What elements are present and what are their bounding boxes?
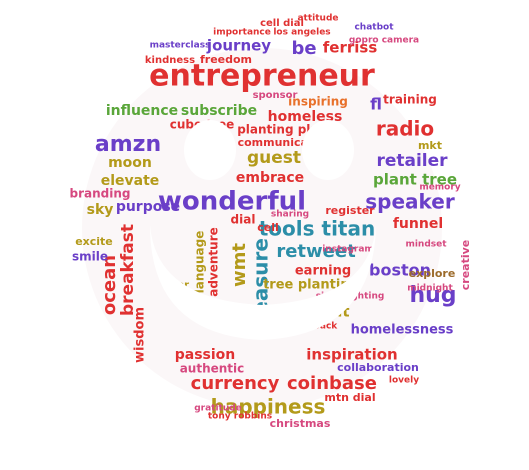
word-purpose: purpose — [116, 199, 180, 215]
word-authentic: authentic — [180, 362, 245, 376]
word-funnel: funnel — [393, 216, 443, 232]
word-creative: creative — [459, 240, 472, 291]
word-sponsor: sponsor — [253, 90, 298, 101]
word-speaker: speaker — [365, 190, 455, 214]
word-excite: excite — [75, 235, 113, 248]
word-happiness: happiness — [211, 395, 326, 419]
word-guest: guest — [247, 148, 301, 168]
word-mindset: mindset — [405, 240, 447, 250]
word-attitude: attitude — [297, 14, 338, 24]
word-cell-dial: cell dial — [260, 18, 304, 29]
word-coinbase: coinbase — [287, 373, 377, 394]
word-journey: journey — [206, 37, 271, 55]
word-sharing: sharing — [271, 210, 309, 220]
word-ferriss: ferriss — [323, 39, 378, 57]
word-embrace: embrace — [236, 170, 304, 186]
word-retailer: retailer — [376, 151, 448, 171]
word-inspiring: inspiring — [288, 95, 348, 109]
word-adventure: adventure — [207, 227, 221, 297]
word-freedom: freedom — [200, 53, 252, 66]
word-christmas: christmas — [270, 417, 331, 430]
filler-texture — [82, 48, 442, 408]
word-inspiration: inspiration — [306, 346, 397, 364]
word-tools-titan: tools titan — [259, 217, 375, 241]
smile-mouth — [150, 225, 376, 340]
word-dial: dial — [231, 213, 256, 227]
word-radio: radio — [376, 117, 434, 141]
word-moon: moon — [108, 155, 152, 171]
word-fl: fl — [370, 95, 382, 114]
word-sky: sky — [87, 202, 114, 218]
word-los-angeles: los angeles — [273, 28, 330, 38]
word-lovely: lovely — [389, 376, 419, 386]
word-be: be — [291, 38, 316, 59]
word-tony-robbins: tony robbins — [208, 412, 272, 422]
word-hug: hug — [409, 283, 456, 308]
word-ocean: ocean — [99, 255, 120, 315]
word-midnight: midnight — [407, 284, 453, 294]
word-wonderful: wonderful — [158, 187, 306, 217]
word-kindness: kindness — [145, 55, 195, 66]
word-breakfast: breakfast — [118, 224, 138, 316]
word-gratitude: gratitude — [194, 404, 242, 414]
left-eye — [184, 120, 236, 180]
word-retweet: retweet — [276, 241, 356, 262]
word-collaboration: collaboration — [337, 361, 419, 374]
word-branding: branding — [70, 187, 131, 201]
word-amzn: amzn — [95, 132, 161, 157]
word-mtn-dial: mtn dial — [324, 391, 375, 404]
word-training: training — [383, 93, 437, 107]
word-elevate: elevate — [101, 173, 160, 189]
word-instagram: instagram — [322, 245, 374, 255]
word-cell: cell — [257, 221, 279, 234]
word-wmt: wmt — [229, 243, 250, 287]
smiley-cutouts — [150, 120, 376, 340]
word-currency: currency — [191, 373, 280, 394]
word-chatbot: chatbot — [354, 23, 394, 33]
word-wisdom: wisdom — [133, 307, 148, 363]
word-earning: earning — [295, 264, 351, 279]
word-influence: influence — [106, 103, 178, 119]
right-eye — [302, 120, 354, 180]
word-passion: passion — [175, 347, 236, 363]
word-plant-tree: plant tree — [373, 171, 457, 189]
word-subscribe: subscribe — [181, 103, 257, 119]
word-homelessness: homelessness — [351, 323, 454, 338]
word-gopro-camera: gopro camera — [349, 36, 419, 46]
word-smile: smile — [72, 250, 108, 264]
word-masterclass: masterclass — [150, 41, 211, 51]
word-memory: memory — [419, 183, 460, 193]
word-boston: boston — [369, 261, 431, 280]
word-entrepreneur: entrepreneur — [149, 59, 375, 94]
word-explore: explore — [409, 267, 456, 280]
word-importance: importance — [213, 28, 271, 38]
word-language: language — [193, 231, 207, 294]
word-mkt: mkt — [418, 139, 442, 152]
word-register: register — [325, 204, 375, 217]
